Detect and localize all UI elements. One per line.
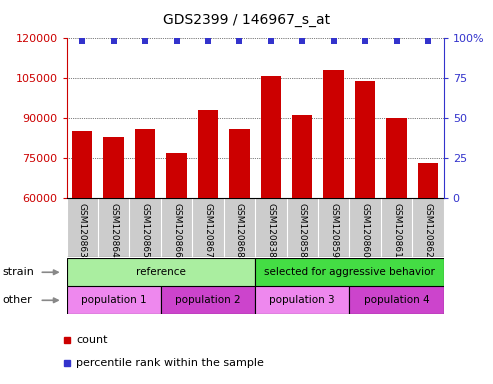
Bar	[418, 163, 438, 198]
Text: strain: strain	[2, 267, 35, 277]
Text: GSM120858: GSM120858	[298, 202, 307, 257]
Text: GSM120865: GSM120865	[141, 202, 150, 257]
Bar	[355, 81, 375, 198]
Bar	[166, 152, 187, 198]
Text: percentile rank within the sample: percentile rank within the sample	[76, 358, 264, 368]
Text: GDS2399 / 146967_s_at: GDS2399 / 146967_s_at	[163, 13, 330, 27]
Text: reference: reference	[136, 267, 186, 277]
Bar	[350, 286, 444, 314]
Text: other: other	[2, 295, 32, 305]
Text: GSM120863: GSM120863	[78, 202, 87, 257]
Bar	[292, 116, 313, 198]
Text: GSM120838: GSM120838	[266, 202, 276, 257]
Bar	[261, 76, 281, 198]
Bar	[67, 258, 255, 286]
Text: population 3: population 3	[270, 295, 335, 305]
Text: GSM120864: GSM120864	[109, 202, 118, 257]
Bar	[255, 286, 350, 314]
Text: GSM120861: GSM120861	[392, 202, 401, 257]
Bar	[161, 286, 255, 314]
Text: GSM120862: GSM120862	[423, 202, 432, 257]
Bar	[104, 137, 124, 198]
Text: selected for aggressive behavior: selected for aggressive behavior	[264, 267, 435, 277]
Text: GSM120859: GSM120859	[329, 202, 338, 257]
Bar	[67, 286, 161, 314]
Text: population 4: population 4	[364, 295, 429, 305]
Bar	[72, 131, 93, 198]
Bar	[198, 110, 218, 198]
Text: count: count	[76, 335, 108, 345]
Bar	[229, 129, 249, 198]
Bar	[255, 258, 444, 286]
Text: population 1: population 1	[81, 295, 146, 305]
Bar	[323, 70, 344, 198]
Bar	[387, 118, 407, 198]
Text: population 2: population 2	[175, 295, 241, 305]
Text: GSM120866: GSM120866	[172, 202, 181, 257]
Text: GSM120860: GSM120860	[360, 202, 370, 257]
Text: GSM120868: GSM120868	[235, 202, 244, 257]
Bar	[135, 129, 155, 198]
Text: GSM120867: GSM120867	[204, 202, 212, 257]
